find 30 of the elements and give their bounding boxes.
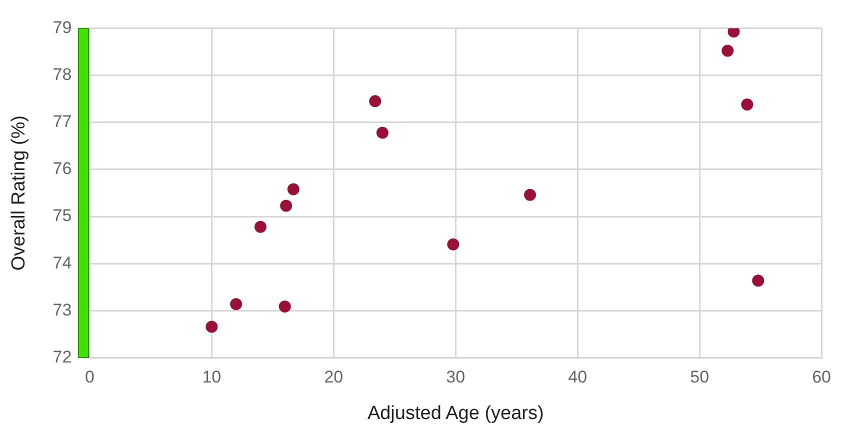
point (741, 98, 754, 110)
point (447, 238, 460, 250)
y-tick-label: 74 (52, 253, 72, 272)
y-tick-label: 77 (52, 112, 72, 132)
y-tick-label: 79 (52, 18, 72, 37)
x-tick-label: 50 (690, 368, 710, 387)
y-tick-label: 75 (52, 206, 72, 226)
y-tick-label: 73 (52, 300, 72, 320)
y-tick-label: 76 (52, 159, 72, 178)
point (752, 274, 764, 287)
x-tick-label: 20 (324, 368, 344, 387)
point (524, 188, 536, 201)
point (369, 95, 382, 108)
y-tick-label: 72 (52, 347, 72, 366)
x-tick-label: 60 (812, 368, 832, 387)
point (254, 220, 266, 233)
point (278, 300, 291, 312)
point (280, 200, 292, 212)
x-tick-label: 40 (568, 368, 588, 387)
y-tick-label: 78 (52, 64, 72, 84)
x-tick-label: 10 (202, 368, 222, 387)
point (206, 320, 218, 333)
x-axis-title: Adjusted Age (years) (367, 402, 544, 424)
point (722, 44, 734, 57)
y-axis-title: Overall Rating (%) (8, 115, 30, 271)
x-tick-label: 30 (446, 368, 466, 387)
point (376, 126, 388, 139)
point (287, 183, 300, 196)
x-tick-label: 0 (84, 368, 94, 387)
point (230, 298, 242, 310)
